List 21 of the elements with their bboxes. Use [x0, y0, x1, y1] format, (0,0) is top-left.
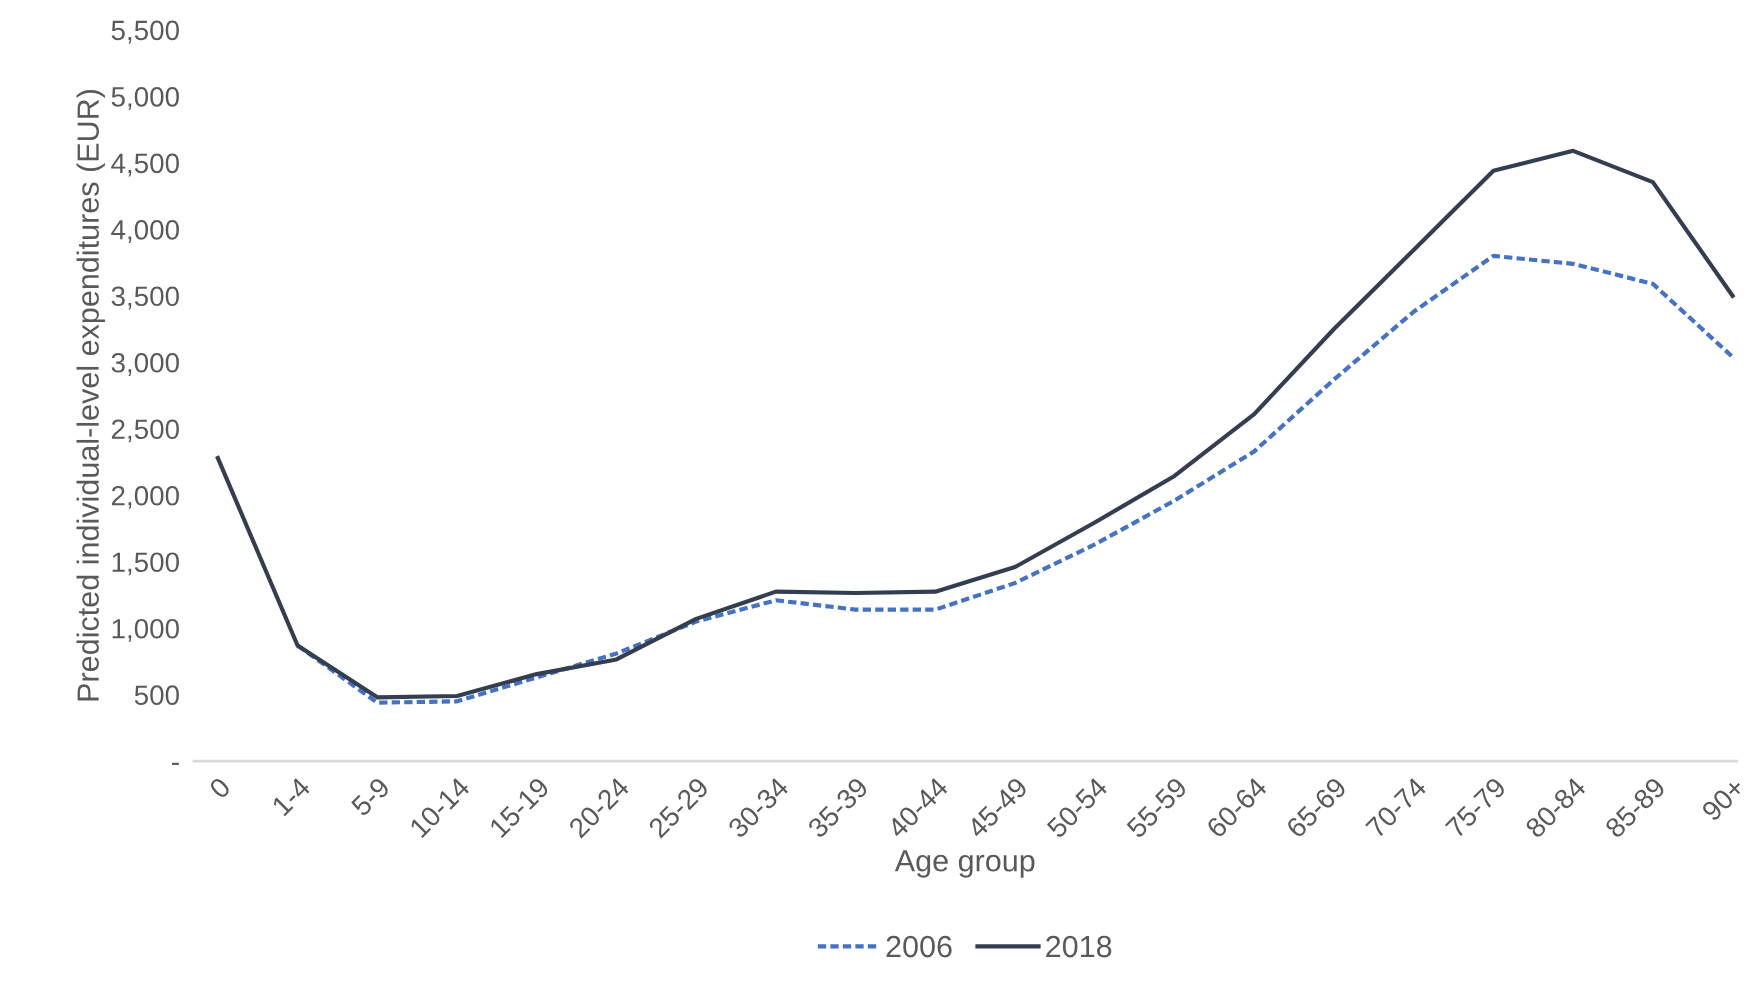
- x-tick-label: 0: [208, 776, 232, 800]
- y-tick-label: 3,500: [111, 286, 179, 310]
- y-tick-label: 5,500: [111, 20, 179, 44]
- x-tick-label: 5-9: [350, 776, 391, 818]
- y-tick-label: 2,000: [111, 485, 179, 509]
- y-axis-title: Predicted individual-level expenditures (EUR): [76, 89, 105, 701]
- y-tick-label: 5,000: [111, 87, 179, 110]
- y-tick-label: -: [172, 762, 179, 765]
- legend-label: 2018: [1046, 935, 1112, 958]
- y-tick-label: 2,500: [111, 419, 179, 443]
- x-tick-label: 90+: [1700, 776, 1747, 822]
- line-series: [215, 148, 1735, 700]
- y-tick-label: 4,000: [111, 219, 179, 243]
- y-tick-label: 3,000: [111, 352, 179, 376]
- y-tick-label: 4,500: [111, 153, 179, 177]
- x-axis-title: Age group: [894, 850, 1035, 878]
- y-tick-label: 1,500: [112, 552, 179, 576]
- y-tick-label: 1,000: [112, 618, 179, 642]
- x-tick-label: 1-4: [271, 776, 312, 817]
- y-tick-label: 500: [134, 685, 179, 706]
- legend-label: 2006: [886, 935, 952, 958]
